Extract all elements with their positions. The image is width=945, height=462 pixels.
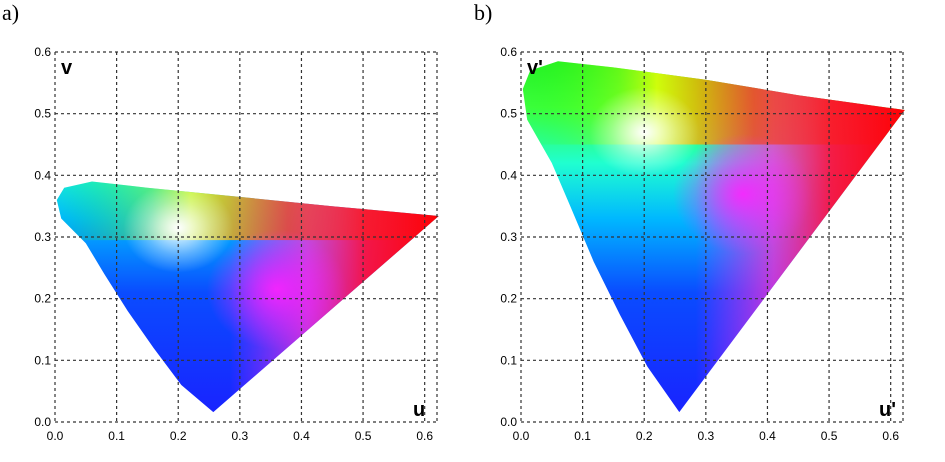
x-tick-label: 0.6 [416,429,433,443]
y-tick-label: 0.1 [34,353,51,367]
panel-label-b: b) [474,0,493,25]
x-axis-label: u' [879,399,896,421]
y-axis-label: v [61,57,73,79]
chart-a: 0.0 0.1 0.2 0.3 0.4 0.5 0.6 0.0 0.1 0.2 0.3 0.4 0.5 0… [34,45,439,443]
x-tick-label: 0.4 [293,429,310,443]
x-tick-label: 0.5 [821,429,838,443]
y-tick-label: 0.1 [500,353,517,367]
y-tick-label: 0.0 [500,415,517,429]
y-tick-label: 0.6 [34,45,51,59]
chart-b: 0.0 0.1 0.2 0.3 0.4 0.5 0.6 0.0 0.1 0.2 0.3 0.4 0.5 0… [500,45,905,443]
y-tick-label: 0.0 [34,415,51,429]
x-tick-label: 0.2 [170,429,187,443]
panel-label-a: a) [2,0,20,25]
gamut-fill [56,181,439,413]
y-tick-label: 0.4 [34,168,51,182]
x-tick-label: 0.1 [108,429,125,443]
y-tick-label: 0.3 [500,230,517,244]
y-tick-label: 0.3 [34,230,51,244]
grid [520,51,904,423]
y-tick-label: 0.5 [500,107,517,121]
x-tick-label: 0.6 [882,429,899,443]
x-tick-label: 0.1 [574,429,591,443]
y-axis-label: v' [527,57,543,79]
x-axis-label: u [413,399,425,421]
y-tick-label: 0.6 [500,45,517,59]
y-tick-label: 0.5 [34,107,51,121]
x-tick-label: 0.3 [231,429,248,443]
y-tick-label: 0.2 [500,292,517,306]
grid [54,51,438,423]
x-tick-label: 0.5 [355,429,372,443]
x-tick-label: 0.2 [636,429,653,443]
x-tick-label: 0.0 [513,429,530,443]
x-tick-label: 0.3 [697,429,714,443]
x-tick-label: 0.4 [759,429,776,443]
y-tick-label: 0.4 [500,168,517,182]
x-tick-label: 0.0 [47,429,64,443]
y-tick-label: 0.2 [34,292,51,306]
